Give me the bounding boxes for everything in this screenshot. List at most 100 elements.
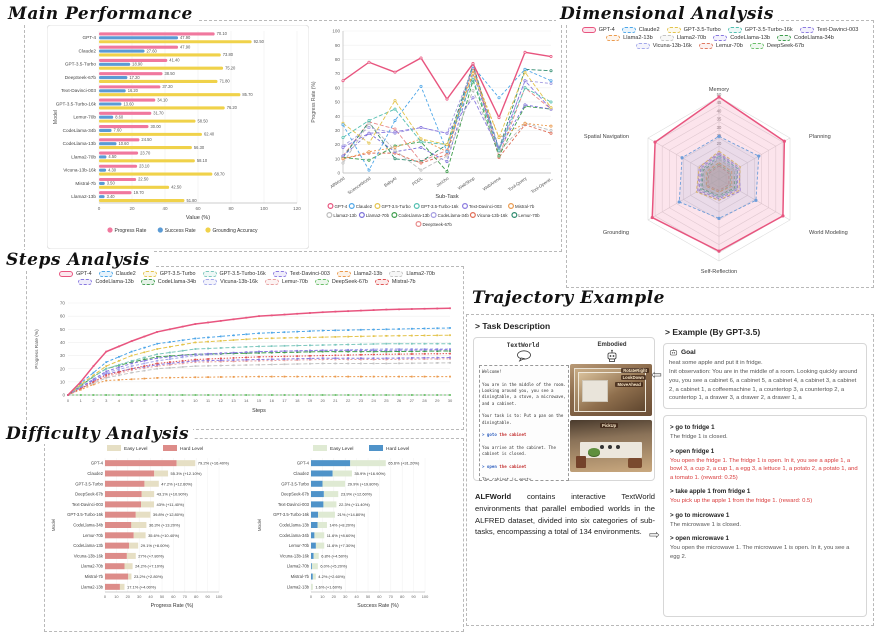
easy-bar — [126, 552, 136, 559]
svg-text:51.80: 51.80 — [186, 198, 197, 203]
svg-text:World Modeling: World Modeling — [809, 230, 848, 236]
svg-text:13.60: 13.60 — [123, 101, 134, 106]
svg-text:4.30: 4.30 — [108, 167, 117, 172]
svg-text:8.60: 8.60 — [115, 114, 124, 119]
svg-text:20: 20 — [320, 398, 325, 403]
svg-text:47.2% (+12.60%): 47.2% (+12.60%) — [161, 481, 193, 486]
embodied-image-bottom: PickUp — [570, 420, 652, 472]
legend-item: Vicuna-13b-16k — [635, 43, 692, 49]
hard-bar — [105, 522, 132, 528]
svg-text:DeepSeek-67b: DeepSeek-67b — [423, 222, 453, 227]
bar — [99, 66, 224, 70]
alfworld-figure: TextWorld Embodied Welcome! You are in t… — [473, 337, 655, 481]
bar — [99, 93, 241, 97]
easy-bar — [141, 491, 155, 498]
svg-text:58.10: 58.10 — [197, 158, 208, 163]
svg-text:Vicuna-13b-16k: Vicuna-13b-16k — [477, 213, 508, 218]
svg-text:Progress Rate (%): Progress Rate (%) — [34, 329, 40, 369]
bar — [99, 132, 202, 136]
svg-text:Text-Davinci-003: Text-Davinci-003 — [72, 502, 104, 507]
dialog-command: > open fridge 1 — [670, 447, 715, 455]
svg-text:11: 11 — [206, 398, 211, 403]
svg-text:60: 60 — [335, 85, 341, 90]
difficulty-progress-chart: 0 10 20 30 40 50 60 70 80 90 100 GPT-4 79.2% (+16.40… — [51, 445, 229, 609]
hard-bar — [105, 491, 142, 498]
radar-series — [705, 163, 731, 193]
flow-arrow-right-icon: ⇨ — [649, 527, 660, 542]
svg-text:ScienceWorld: ScienceWorld — [347, 175, 372, 195]
bar — [99, 198, 185, 203]
svg-text:14% (+8.20%): 14% (+8.20%) — [329, 523, 355, 528]
easy-bar — [323, 491, 339, 498]
svg-text:7: 7 — [156, 398, 159, 403]
svg-text:76.20: 76.20 — [227, 105, 238, 110]
easy-bar — [176, 460, 196, 467]
easy-bar — [135, 511, 151, 518]
hard-bar — [311, 480, 323, 487]
easy-bar — [317, 522, 327, 528]
svg-text:CodeLlama-34b: CodeLlama-34b — [73, 523, 103, 528]
dialog-response: You open the microwave 1. The microwave … — [670, 545, 850, 560]
svg-text:11.6% (+8.60%): 11.6% (+8.60%) — [327, 533, 356, 538]
goal-title: Goal — [681, 349, 696, 356]
bar — [99, 159, 195, 163]
svg-text:Claude2: Claude2 — [293, 471, 309, 476]
alfworld-caption-rest: contains interactive TextWorld environme… — [475, 492, 655, 537]
svg-text:Hard Level: Hard Level — [386, 446, 409, 452]
svg-text:47.90: 47.90 — [180, 44, 191, 49]
svg-text:60: 60 — [60, 314, 66, 319]
series-line — [342, 72, 552, 163]
hard-bar — [311, 470, 333, 477]
svg-text:23: 23 — [359, 398, 364, 403]
svg-text:PDDL: PDDL — [411, 175, 424, 186]
svg-text:6: 6 — [143, 398, 146, 403]
svg-text:35.6% (+10.40%): 35.6% (+10.40%) — [148, 533, 180, 538]
svg-text:15: 15 — [257, 398, 262, 403]
svg-text:23.10: 23.10 — [139, 164, 150, 169]
svg-text:40: 40 — [148, 594, 153, 599]
svg-text:Vicuna-13b-16k: Vicuna-13b-16k — [63, 168, 96, 173]
radar-chart: 20253035404550MemoryPlanningWorld Modeli… — [584, 87, 848, 275]
easy-bar — [128, 573, 132, 580]
svg-text:Mistral-7b: Mistral-7b — [85, 574, 104, 579]
legend-item: CodeLlama-34b — [777, 35, 834, 41]
svg-text:4.50: 4.50 — [108, 154, 117, 159]
svg-text:Mistral-7b: Mistral-7b — [75, 181, 96, 186]
svg-text:3.50: 3.50 — [107, 181, 116, 186]
example-heading: > Example (By GPT-3.5) — [665, 327, 761, 337]
hard-bar — [311, 573, 313, 580]
svg-text:Progress Rate (%): Progress Rate (%) — [151, 603, 194, 609]
bar — [99, 125, 149, 129]
embodied-label: Embodied — [597, 342, 627, 348]
legend-item: Lemur-70b — [698, 43, 743, 49]
svg-text:50: 50 — [335, 100, 341, 105]
task-description-heading: > Task Description — [475, 321, 551, 331]
svg-text:Hard Level: Hard Level — [180, 446, 203, 452]
legend-item: Mistral-7b — [374, 279, 416, 285]
svg-text:GPT-3.5-Turbo: GPT-3.5-Turbo — [75, 481, 103, 486]
bar — [99, 128, 112, 133]
easy-bar — [154, 470, 169, 477]
svg-text:10: 10 — [335, 156, 341, 161]
svg-text:92.50: 92.50 — [254, 39, 265, 44]
svg-text:29: 29 — [435, 398, 440, 403]
hard-bar — [105, 583, 120, 590]
action-label: LookDown — [620, 375, 646, 380]
svg-text:30: 30 — [717, 125, 722, 130]
textworld-label: TextWorld — [506, 342, 540, 349]
legend-item: GPT-3.5-Turbo — [142, 271, 196, 277]
legend-item: Lemur-70b — [264, 279, 308, 285]
svg-text:1.6% (+1.60%): 1.6% (+1.60%) — [315, 584, 342, 589]
svg-text:17: 17 — [282, 398, 287, 403]
robot-icon — [607, 349, 617, 362]
svg-text:CodeLlama-34b: CodeLlama-34b — [438, 213, 470, 218]
svg-text:GPT-4: GPT-4 — [91, 461, 104, 466]
svg-text:CodeLlama-13b: CodeLlama-13b — [279, 523, 309, 528]
svg-text:18.90: 18.90 — [132, 62, 143, 67]
legend-item: Llama2-70b — [389, 271, 435, 277]
svg-text:20: 20 — [335, 142, 341, 147]
svg-text:40: 40 — [60, 340, 66, 345]
svg-text:5: 5 — [131, 398, 134, 403]
svg-text:Llama2-13b: Llama2-13b — [71, 194, 96, 199]
svg-text:39.8% (+12.80%): 39.8% (+12.80%) — [153, 512, 185, 517]
